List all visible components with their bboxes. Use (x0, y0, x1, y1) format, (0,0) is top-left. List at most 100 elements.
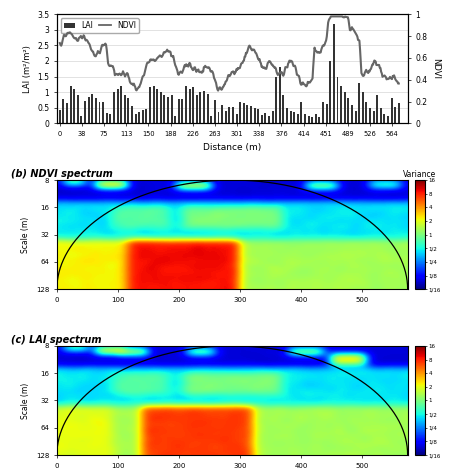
Bar (391, 99, 392, 123)
Bar (272, 111, 273, 123)
Bar (387, 116, 389, 123)
Bar (243, 103, 245, 123)
Bar (369, 108, 371, 123)
Bar (319, 117, 320, 123)
Legend: LAI, NDVI: LAI, NDVI (61, 18, 139, 33)
Bar (113, 92, 115, 123)
Bar (337, 77, 338, 123)
Bar (297, 114, 299, 123)
Bar (106, 113, 108, 123)
Bar (66, 103, 68, 123)
Bar (109, 114, 111, 123)
Bar (264, 113, 266, 123)
Bar (192, 88, 194, 123)
Bar (70, 86, 72, 123)
Bar (142, 110, 144, 123)
Bar (228, 108, 230, 123)
Bar (156, 89, 158, 123)
Bar (117, 89, 118, 123)
Bar (254, 108, 255, 123)
Bar (304, 114, 306, 123)
Bar (333, 24, 335, 123)
Bar (380, 108, 382, 123)
Bar (214, 100, 216, 123)
Y-axis label: LAI (m²/m²): LAI (m²/m²) (23, 45, 32, 93)
Bar (167, 97, 169, 123)
Bar (99, 101, 100, 123)
Bar (311, 117, 313, 123)
Bar (362, 92, 364, 123)
Bar (182, 99, 183, 123)
Bar (383, 114, 385, 123)
Bar (225, 111, 227, 123)
Bar (355, 111, 356, 123)
Bar (308, 116, 310, 123)
Bar (185, 86, 187, 123)
Bar (120, 86, 122, 123)
Bar (301, 102, 302, 123)
Bar (131, 106, 133, 123)
Bar (376, 95, 378, 123)
Text: (c) LAI spectrum: (c) LAI spectrum (11, 335, 102, 345)
Bar (218, 112, 219, 123)
Bar (268, 116, 270, 123)
Text: (b) NDVI spectrum: (b) NDVI spectrum (11, 169, 113, 179)
Bar (221, 105, 223, 123)
Bar (160, 92, 162, 123)
Bar (279, 67, 281, 123)
Bar (290, 111, 292, 123)
Bar (261, 116, 263, 123)
Bar (81, 116, 82, 123)
Bar (189, 89, 191, 123)
Bar (257, 109, 259, 123)
Bar (178, 100, 180, 123)
Bar (358, 83, 360, 123)
Bar (59, 110, 61, 123)
Bar (77, 95, 79, 123)
Bar (239, 101, 241, 123)
Bar (73, 89, 75, 123)
Bar (135, 115, 137, 123)
Bar (373, 111, 374, 123)
Bar (283, 95, 284, 123)
Bar (196, 95, 198, 123)
Bar (232, 107, 234, 123)
Bar (340, 86, 342, 123)
Bar (326, 104, 328, 123)
Bar (210, 117, 212, 123)
Bar (394, 107, 396, 123)
Bar (153, 86, 155, 123)
Y-axis label: Scale (m): Scale (m) (21, 383, 30, 419)
Bar (124, 95, 126, 123)
Bar (275, 77, 277, 123)
Bar (128, 99, 129, 123)
Bar (207, 94, 209, 123)
Bar (293, 112, 295, 123)
Bar (246, 105, 248, 123)
Bar (236, 114, 237, 123)
Bar (329, 61, 331, 123)
Bar (171, 95, 173, 123)
Title: Variance: Variance (403, 170, 437, 179)
Bar (398, 103, 400, 123)
Bar (146, 109, 147, 123)
Bar (286, 108, 288, 123)
Bar (138, 112, 140, 123)
Y-axis label: Scale (m): Scale (m) (21, 217, 30, 253)
X-axis label: Distance (m): Distance (m) (203, 143, 261, 152)
Bar (322, 102, 324, 123)
Bar (164, 95, 165, 123)
Bar (347, 99, 349, 123)
Bar (351, 105, 353, 123)
Bar (203, 91, 205, 123)
Bar (365, 101, 367, 123)
Bar (102, 101, 104, 123)
Y-axis label: NDVI: NDVI (431, 58, 440, 79)
Bar (200, 92, 201, 123)
Bar (84, 101, 86, 123)
Bar (95, 99, 97, 123)
Bar (174, 116, 176, 123)
Bar (88, 97, 90, 123)
Bar (149, 88, 151, 123)
Bar (63, 100, 64, 123)
